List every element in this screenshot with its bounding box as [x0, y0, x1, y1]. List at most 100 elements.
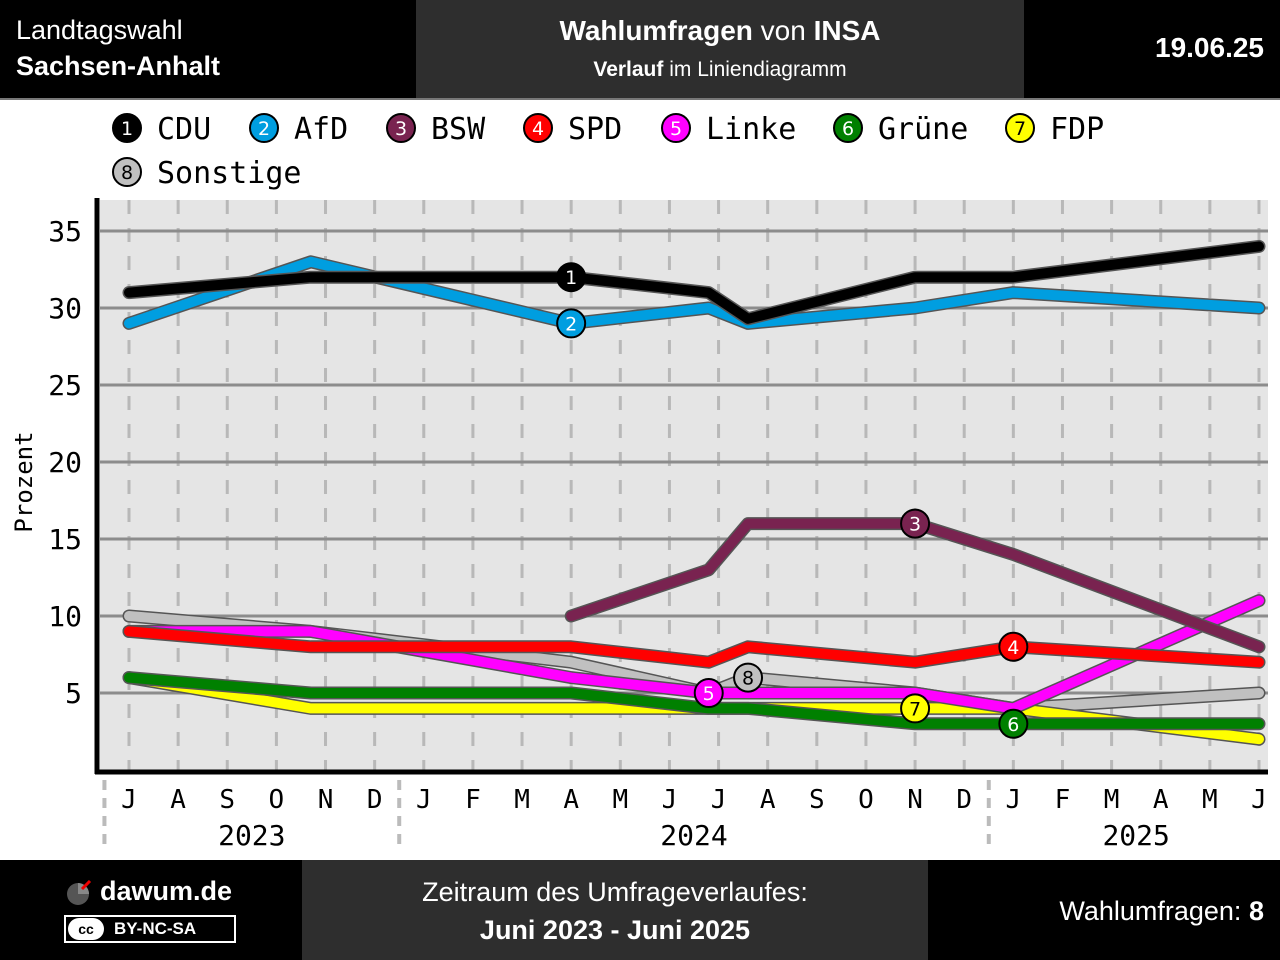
x-tick-label: J: [711, 785, 727, 815]
x-tick-label: N: [318, 785, 334, 815]
legend-label: AfD: [294, 112, 348, 147]
poll-count-value: 8: [1248, 896, 1264, 926]
legend-marker: [1005, 113, 1035, 143]
legend-label: Linke: [706, 112, 796, 147]
legend-marker: [112, 157, 142, 187]
series-marker-number: 8: [742, 668, 754, 690]
title-part-1: Wahlumfragen: [559, 15, 753, 46]
election-box: Landtagswahl Sachsen-Anhalt: [0, 0, 415, 98]
count-box: Wahlumfragen: 8: [930, 860, 1280, 960]
x-tick-label: S: [219, 785, 235, 815]
series-marker-number: 3: [909, 514, 921, 536]
legend-marker-number: 7: [1014, 118, 1026, 140]
year-label: 2025: [1102, 819, 1169, 852]
legend-marker-number: 2: [258, 118, 270, 140]
series-marker-number: 5: [703, 683, 715, 705]
legend-label: Sonstige: [157, 156, 302, 191]
legend-label: SPD: [568, 112, 622, 147]
x-tick-label: O: [269, 785, 285, 815]
dawum-logo-icon: [67, 880, 92, 905]
period-box: Zeitraum des Umfrageverlaufes: Juni 2023…: [302, 860, 928, 960]
series-line-spd: [124, 626, 1264, 668]
legend-marker: [386, 113, 416, 143]
series-marker-number: 7: [909, 698, 921, 720]
series-marker: [998, 631, 1029, 662]
page-title: Wahlumfragen von INSA: [416, 15, 1024, 47]
x-tick-label: M: [514, 785, 530, 815]
title-part-3: INSA: [813, 15, 881, 46]
legend-label: FDP: [1050, 112, 1104, 147]
subtitle-part-2: im Liniendiagramm: [669, 58, 847, 81]
legend-marker: [833, 113, 863, 143]
title-part-2: von: [760, 15, 806, 46]
y-tick-label: 35: [48, 215, 82, 248]
x-tick-label: A: [1153, 785, 1169, 815]
series-marker-number: 1: [565, 267, 577, 289]
series-marker: [900, 508, 931, 539]
y-axis-label: Prozent: [10, 431, 38, 532]
x-tick-label: J: [1006, 785, 1022, 815]
brand-link[interactable]: dawum.de: [100, 876, 233, 906]
series-marker: [556, 262, 587, 293]
period-label: Zeitraum des Umfrageverlaufes:: [422, 877, 808, 907]
x-tick-label: S: [809, 785, 825, 815]
legend-marker-number: 3: [395, 118, 407, 140]
x-tick-label: M: [612, 785, 628, 815]
y-tick-label: 15: [48, 523, 82, 556]
poll-count: Wahlumfragen: 8: [1059, 896, 1264, 927]
legend-marker-number: 1: [121, 118, 133, 140]
x-tick-label: N: [907, 785, 923, 815]
y-tick-label: 20: [48, 446, 82, 479]
year-label: 2023: [218, 819, 285, 852]
legend-label: CDU: [157, 112, 211, 147]
x-tick-label: M: [1202, 785, 1218, 815]
x-tick-label: F: [1055, 785, 1071, 815]
legend-marker-number: 5: [670, 118, 682, 140]
brand-box: dawum.de cc BY-NC-SA: [0, 860, 300, 960]
election-region: Sachsen-Anhalt: [16, 51, 221, 81]
y-tick-label: 30: [48, 292, 82, 325]
x-tick-label: D: [367, 785, 383, 815]
license-label: BY-NC-SA: [114, 919, 197, 938]
series-marker: [998, 708, 1029, 739]
series-line-grüne: [124, 672, 1264, 729]
x-tick-label: J: [121, 785, 137, 815]
series-marker: [556, 308, 587, 339]
series-line-cdu: [124, 241, 1264, 324]
page-subtitle: Verlauf im Liniendiagramm: [416, 58, 1024, 82]
title-box: Wahlumfragen von INSA Verlauf im Liniend…: [416, 0, 1024, 98]
footer: dawum.de cc BY-NC-SA Zeitraum des Umfrag…: [0, 860, 1280, 960]
legend-marker: [249, 113, 279, 143]
x-tick-label: J: [416, 785, 432, 815]
series-marker-number: 4: [1007, 637, 1019, 659]
series-marker: [693, 678, 724, 708]
series-line-linke: [124, 595, 1264, 714]
series-marker: [733, 662, 764, 693]
y-tick-label: 5: [65, 677, 82, 710]
cc-icon: cc: [68, 918, 104, 940]
license-badge[interactable]: cc BY-NC-SA: [64, 915, 236, 943]
legend-marker-number: 8: [121, 162, 133, 184]
series-line-bsw: [566, 518, 1264, 652]
x-tick-label: A: [170, 785, 186, 815]
period-value: Juni 2023 - Juni 2025: [479, 915, 751, 945]
date-label: 19.06.25: [1155, 32, 1264, 63]
x-tick-label: J: [1251, 785, 1267, 815]
poll-count-label: Wahlumfragen:: [1059, 896, 1242, 926]
series-marker-number: 2: [565, 313, 577, 335]
x-tick-label: D: [956, 785, 972, 815]
legend-marker-number: 6: [842, 118, 854, 140]
subtitle-part-1: Verlauf: [593, 58, 664, 81]
legend-marker-number: 4: [532, 118, 544, 140]
x-tick-label: O: [858, 785, 874, 815]
legend-label: BSW: [431, 112, 486, 147]
legend-marker: [523, 113, 553, 143]
x-tick-label: J: [662, 785, 678, 815]
x-tick-label: A: [760, 785, 776, 815]
election-type: Landtagswahl: [16, 15, 183, 45]
series-marker: [900, 693, 931, 724]
x-tick-label: M: [1104, 785, 1120, 815]
y-tick-label: 25: [48, 369, 82, 402]
legend-marker: [112, 113, 142, 143]
date-box: 19.06.25: [1025, 0, 1280, 98]
